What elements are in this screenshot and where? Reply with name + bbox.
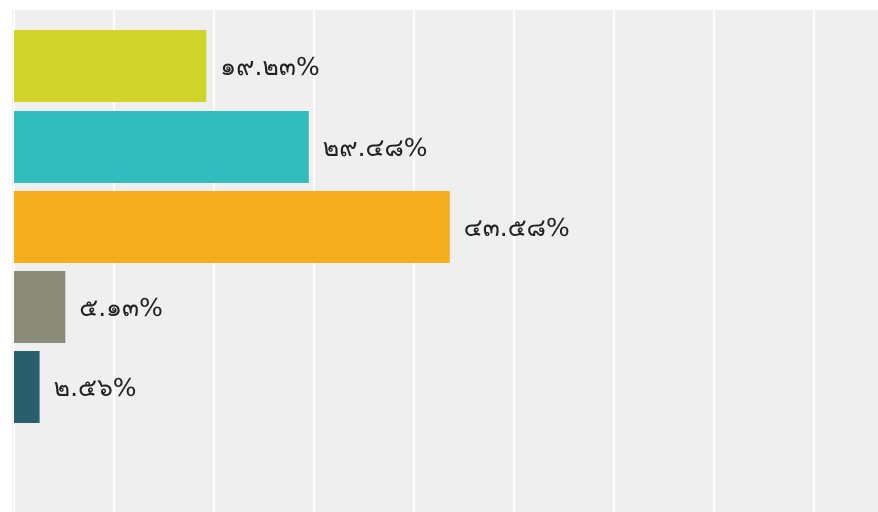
- bar-value-label-4: ๕.๑๓%: [79, 293, 163, 322]
- bar-1: [14, 30, 207, 102]
- bar-2: [14, 111, 309, 183]
- bar-labels: ๑๙.๒๓% ๒๙.๔๘% ๔๓.๕๘% ๕.๑๓% ๒.๕๖%: [54, 52, 570, 402]
- bar-4: [14, 271, 66, 343]
- bar-value-label-2: ๒๙.๔๘%: [323, 133, 428, 162]
- bar-5: [14, 351, 40, 423]
- bar-value-label-3: ๔๓.๕๘%: [464, 213, 570, 242]
- bar-value-label-5: ๒.๕๖%: [54, 373, 137, 402]
- bar-3: [14, 191, 450, 263]
- bar-value-label-1: ๑๙.๒๓%: [220, 52, 319, 81]
- bars: [14, 30, 450, 423]
